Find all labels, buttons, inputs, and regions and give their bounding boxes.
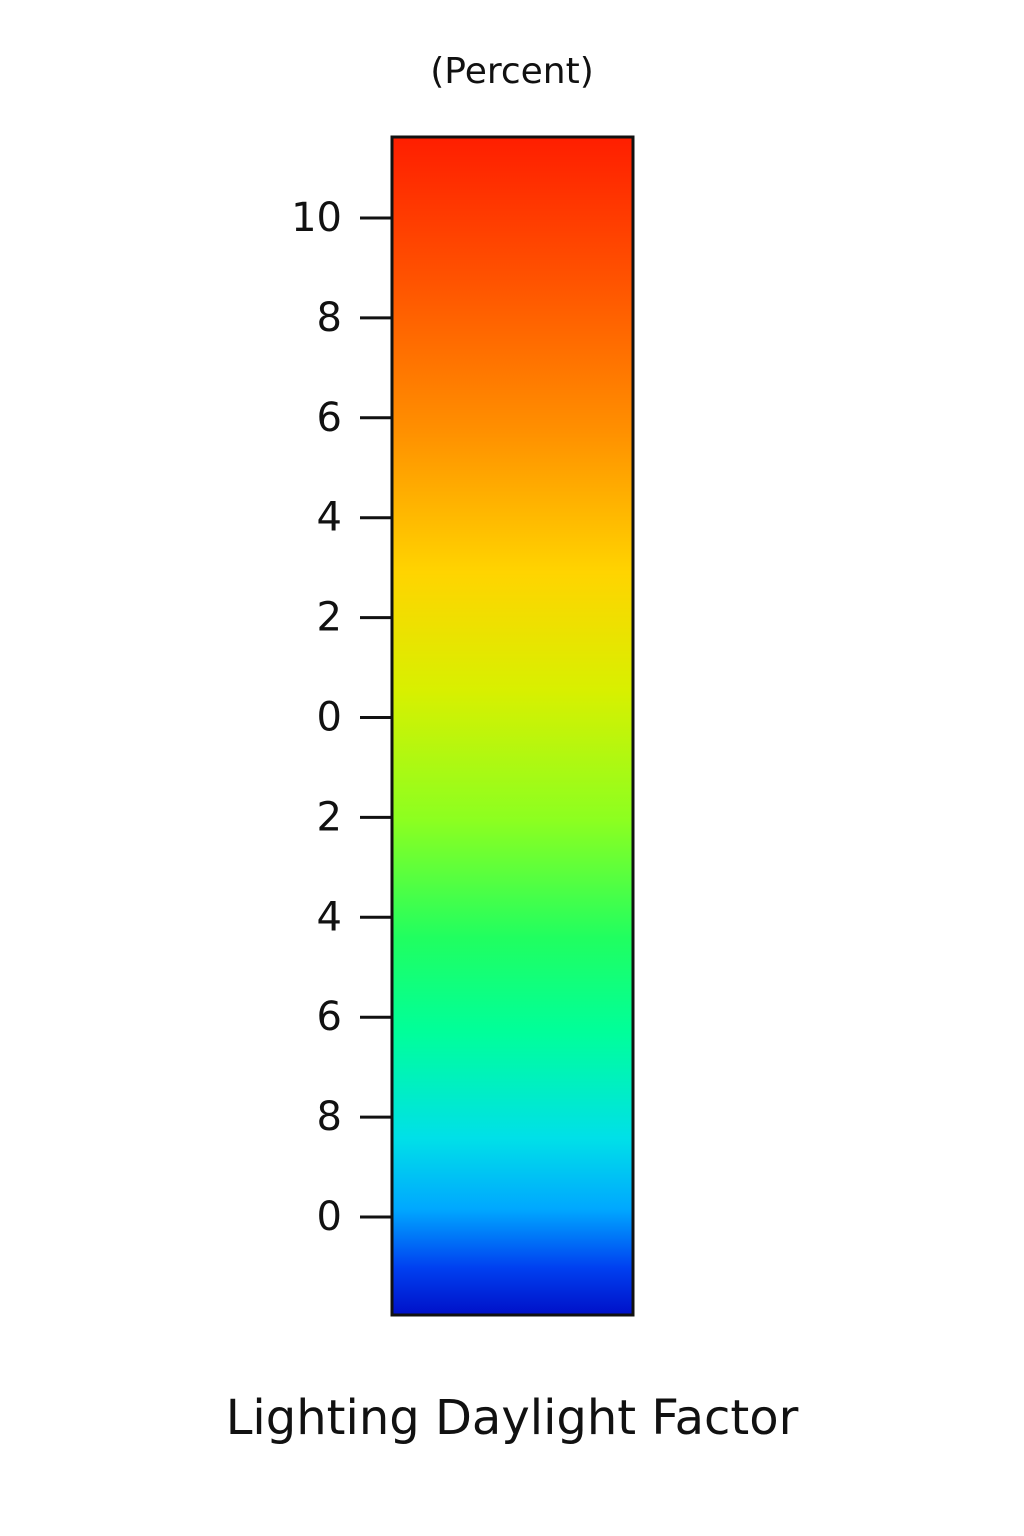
unit-label: (Percent) xyxy=(430,51,594,92)
tick-label-9: 8 xyxy=(317,1094,342,1140)
tick-label-4: 2 xyxy=(317,595,342,641)
tick-label-3: 4 xyxy=(317,495,342,541)
tick-label-10: 0 xyxy=(317,1194,342,1240)
color-bar xyxy=(390,135,635,1317)
tick-label-0: 10 xyxy=(291,195,342,241)
tick-marks: 10 8 6 4 2 0 2 4 6 8 0 xyxy=(291,195,392,1240)
tick-label-5: 0 xyxy=(317,695,342,741)
tick-label-2: 6 xyxy=(317,395,342,441)
tick-label-1: 8 xyxy=(317,295,342,341)
legend-title: Lighting Daylight Factor xyxy=(225,1390,799,1446)
tick-label-8: 6 xyxy=(317,994,342,1040)
tick-label-6: 2 xyxy=(317,794,342,840)
tick-label-7: 4 xyxy=(317,894,342,940)
